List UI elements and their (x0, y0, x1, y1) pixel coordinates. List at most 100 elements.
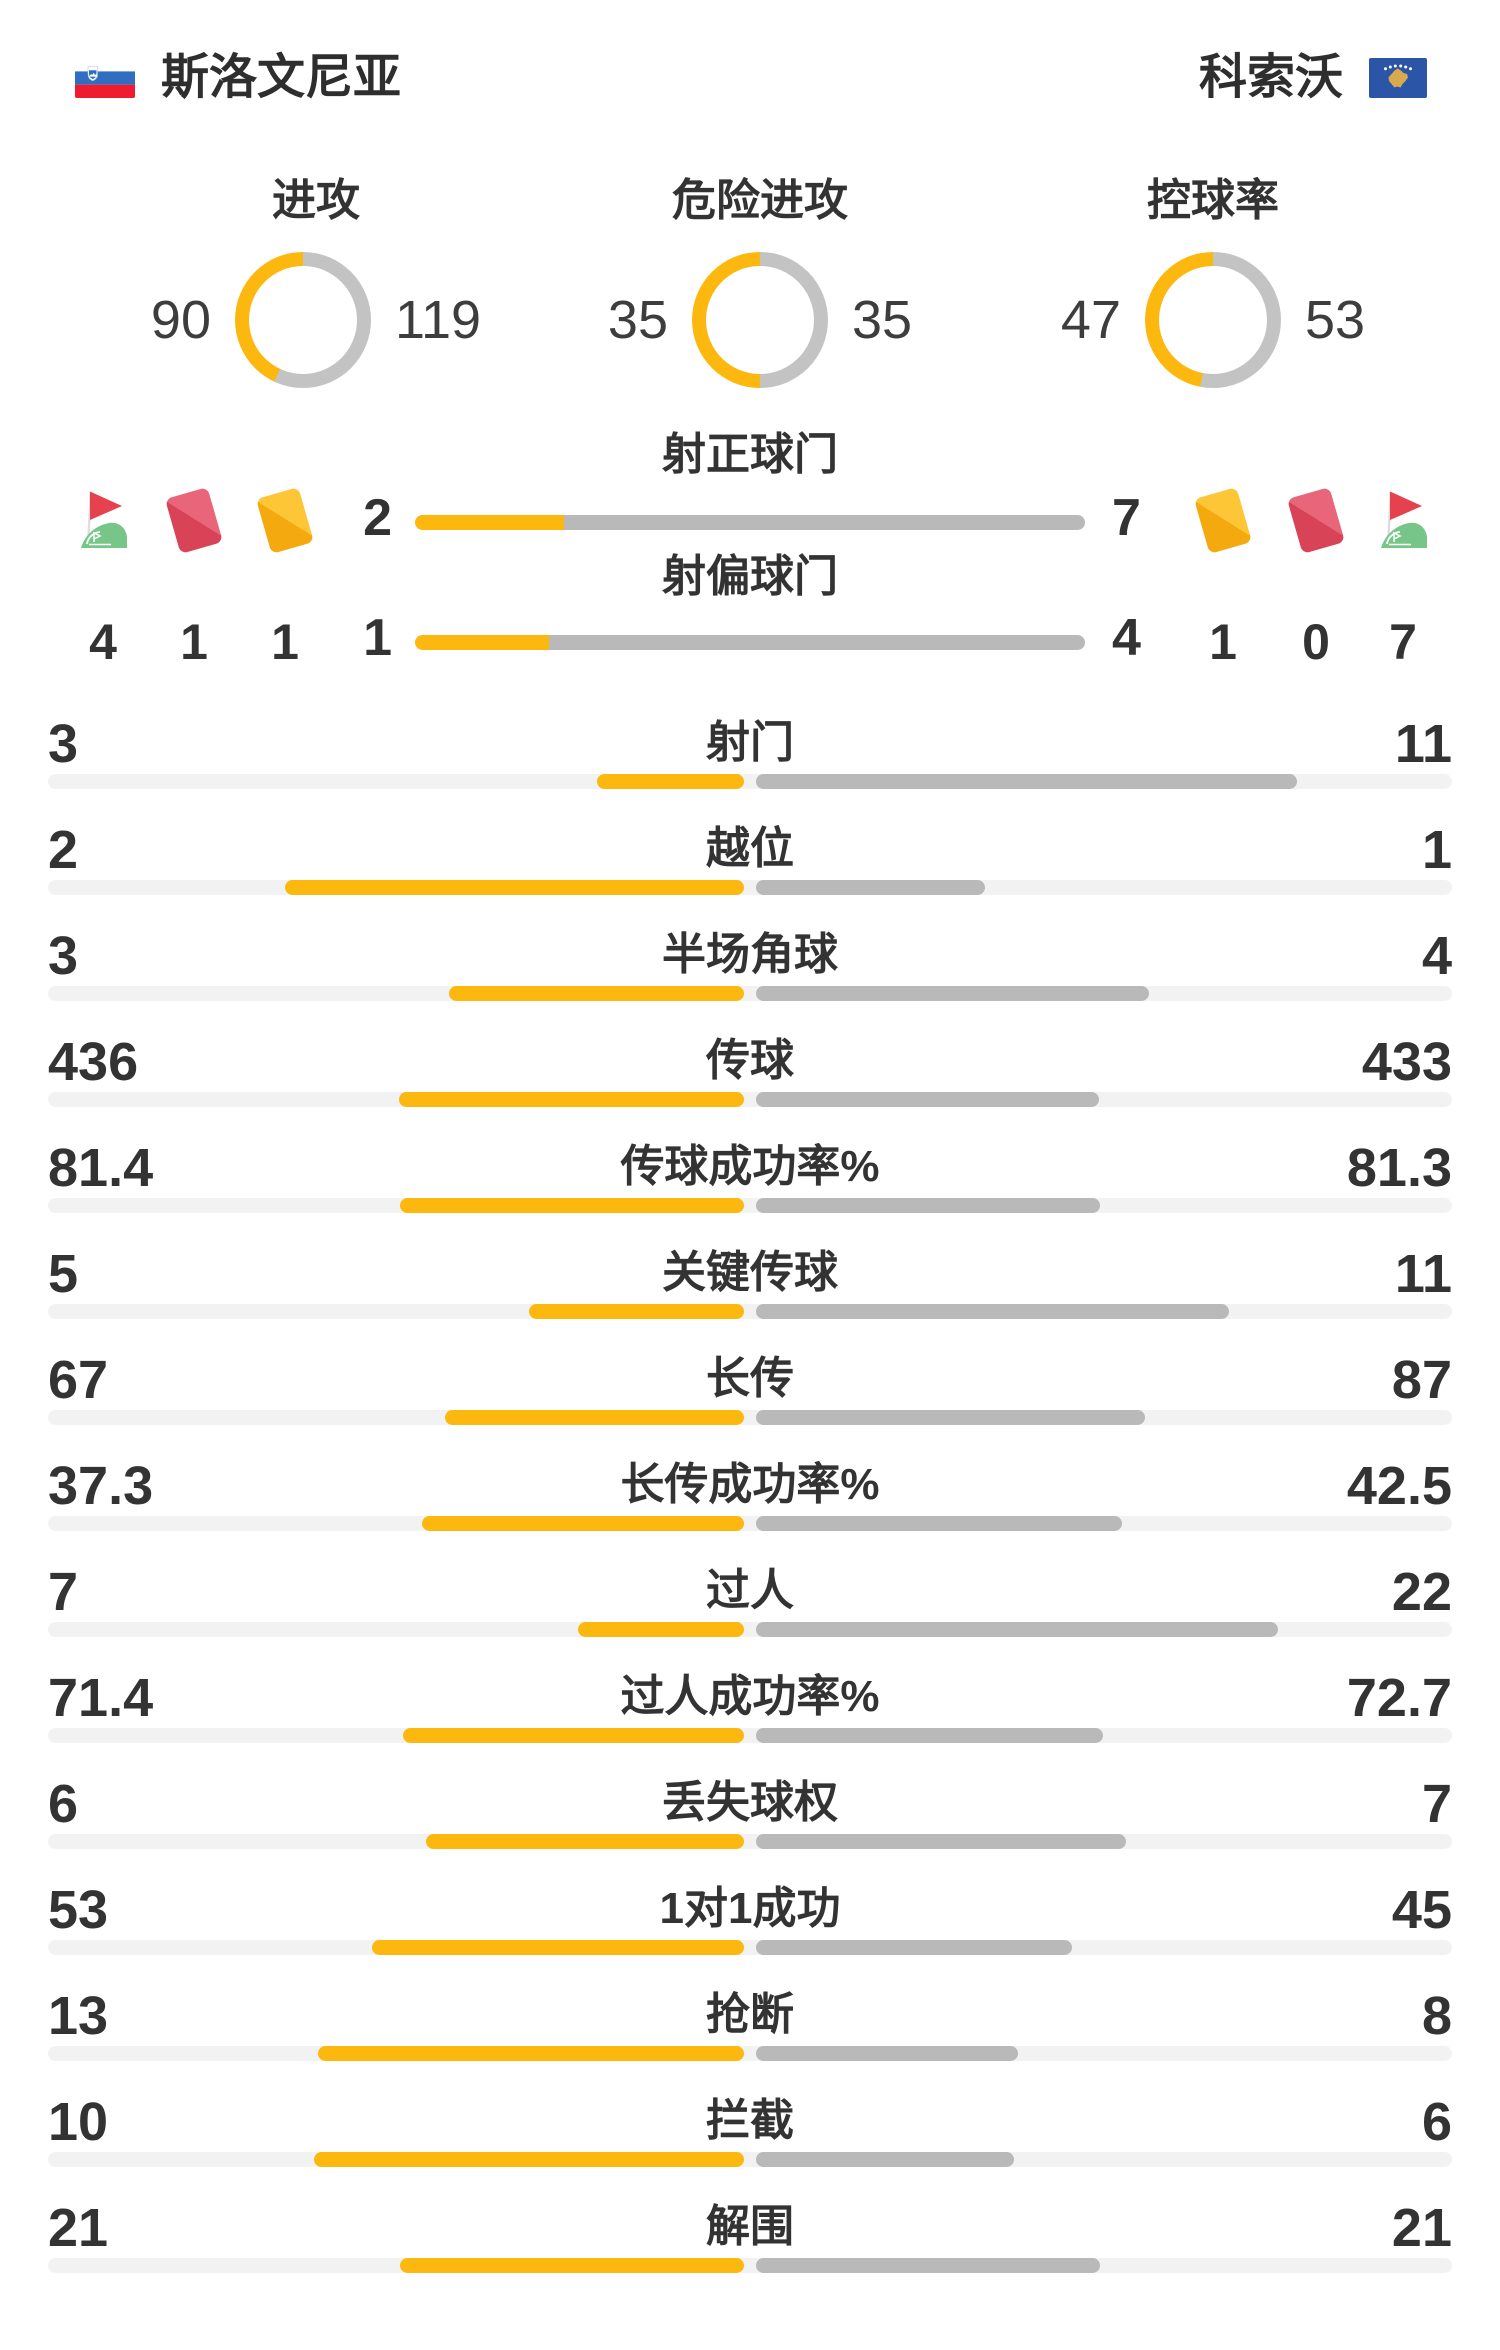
scoreboard-header: 斯洛文尼亚 科索沃 (75, 54, 1427, 102)
home-stat-value: 3 (48, 714, 79, 774)
yellow-card-icon (1193, 486, 1253, 554)
away-shots-off-target-value: 4 (1112, 609, 1141, 667)
home-stat-value: 21 (48, 2198, 109, 2258)
donut-stat-group: 进攻 90 119 (66, 170, 566, 388)
away-shots-on-target-bar (564, 515, 1085, 530)
stat-row: 2 越位 1 (48, 820, 1452, 926)
stat-label: 解围 (706, 2202, 794, 2251)
home-corner-flag-count: 4 (89, 614, 117, 670)
home-stat-value: 71.4 (48, 1668, 154, 1728)
stat-bar-track (48, 2046, 1452, 2061)
home-stat-bar (426, 1834, 744, 1849)
home-stat-bar (422, 1516, 744, 1531)
home-stat-value: 436 (48, 1032, 139, 1092)
away-team: 科索沃 (1199, 54, 1427, 102)
away-stat-bar (756, 1092, 1099, 1107)
stat-bar-track (48, 986, 1452, 1001)
home-shots-off-target-value: 1 (363, 609, 392, 667)
home-shots-on-target-bar (415, 515, 564, 530)
stat-bar-track (48, 1940, 1452, 1955)
home-red-card-count: 1 (180, 614, 208, 670)
stat-bar-track (48, 1728, 1452, 1743)
stat-row: 7 过人 22 (48, 1562, 1452, 1668)
away-red-card-count: 0 (1302, 614, 1330, 670)
stat-row: 6 丢失球权 7 (48, 1774, 1452, 1880)
stat-label: 丢失球权 (662, 1778, 838, 1827)
shots-off-target-bar (415, 635, 1085, 650)
home-team-name: 斯洛文尼亚 (161, 51, 402, 104)
away-stat-bar (756, 774, 1297, 789)
shots-discipline-section: 射正球门 2 7 射偏球门 1 4 4 1 1 1 0 7 (0, 420, 1500, 714)
stat-bar-track (48, 774, 1452, 789)
stat-label: 传球 (706, 1036, 794, 1085)
home-stat-value: 67 (48, 1350, 109, 1410)
home-stat-bar (449, 986, 744, 1001)
stat-label: 1对1成功 (659, 1884, 841, 1933)
stat-label: 过人 (706, 1566, 794, 1615)
home-donut-value: 90 (150, 290, 211, 350)
away-corner-flag-count: 7 (1389, 614, 1417, 670)
donut-row: 35 35 (510, 252, 1010, 388)
away-corner-flag-slot (1373, 478, 1433, 562)
away-stat-value: 1 (1421, 820, 1452, 880)
stats-list: 3 射门 11 2 越位 1 3 半场角球 4 436 传球 433 (48, 714, 1452, 2304)
stat-label: 传球成功率% (620, 1142, 880, 1191)
home-stat-bar (314, 2152, 744, 2167)
red-card-icon (1286, 486, 1346, 554)
away-stat-value: 21 (1391, 2198, 1452, 2258)
stat-label: 抢断 (706, 1990, 794, 2039)
home-yellow-card-count: 1 (271, 614, 299, 670)
home-stat-value: 81.4 (48, 1138, 154, 1198)
donut-chart (234, 252, 371, 388)
away-stat-bar (756, 1304, 1229, 1319)
home-stat-bar (399, 1092, 744, 1107)
away-stat-bar (756, 1622, 1278, 1637)
yellow-card-icon (255, 486, 315, 554)
away-stat-bar (756, 1198, 1100, 1213)
stat-bar-track (48, 1516, 1452, 1531)
home-stat-bar (285, 880, 744, 895)
away-shots-on-target-value: 7 (1112, 489, 1141, 547)
stat-label: 关键传球 (662, 1248, 838, 1297)
stat-label: 拦截 (706, 2096, 794, 2145)
stat-label: 长传 (706, 1354, 794, 1403)
home-team: 斯洛文尼亚 (75, 54, 401, 102)
home-stat-bar (529, 1304, 744, 1319)
away-stat-value: 45 (1391, 1880, 1452, 1940)
home-corner-flag-slot (73, 478, 133, 562)
home-stat-bar (400, 2258, 744, 2273)
home-stat-bar (597, 774, 744, 789)
donut-title: 控球率 (1147, 176, 1279, 225)
home-stat-value: 37.3 (48, 1456, 154, 1516)
away-stat-bar (756, 2152, 1014, 2167)
home-stat-value: 13 (48, 1986, 109, 2046)
stat-label: 长传成功率% (620, 1460, 880, 1509)
stat-bar-track (48, 2258, 1452, 2273)
home-stat-value: 2 (48, 820, 79, 880)
home-stat-bar (578, 1622, 744, 1637)
shots-off-target-title: 射偏球门 (662, 552, 838, 601)
away-stat-bar (756, 986, 1149, 1001)
stat-label: 过人成功率% (620, 1672, 880, 1721)
home-stat-value: 5 (48, 1244, 79, 1304)
home-stat-value: 7 (48, 1562, 79, 1622)
stat-bar-track (48, 2152, 1452, 2167)
away-stat-bar (756, 1834, 1126, 1849)
stat-row: 37.3 长传成功率% 42.5 (48, 1456, 1452, 1562)
away-donut-value: 119 (394, 290, 482, 350)
home-red-card-slot (164, 478, 224, 562)
away-stat-bar (756, 880, 985, 895)
home-stat-value: 6 (48, 1774, 79, 1834)
away-stat-value: 72.7 (1346, 1668, 1452, 1728)
away-stat-bar (756, 1728, 1103, 1743)
stat-row: 10 拦截 6 (48, 2092, 1452, 2198)
stat-bar-track (48, 1092, 1452, 1107)
donut-row: 90 119 (66, 252, 566, 388)
away-stat-value: 4 (1421, 926, 1452, 986)
home-stat-bar (445, 1410, 744, 1425)
away-stat-value: 87 (1391, 1350, 1452, 1410)
stat-bar-track (48, 1834, 1452, 1849)
stat-bar-track (48, 1304, 1452, 1319)
home-stat-bar (400, 1198, 744, 1213)
